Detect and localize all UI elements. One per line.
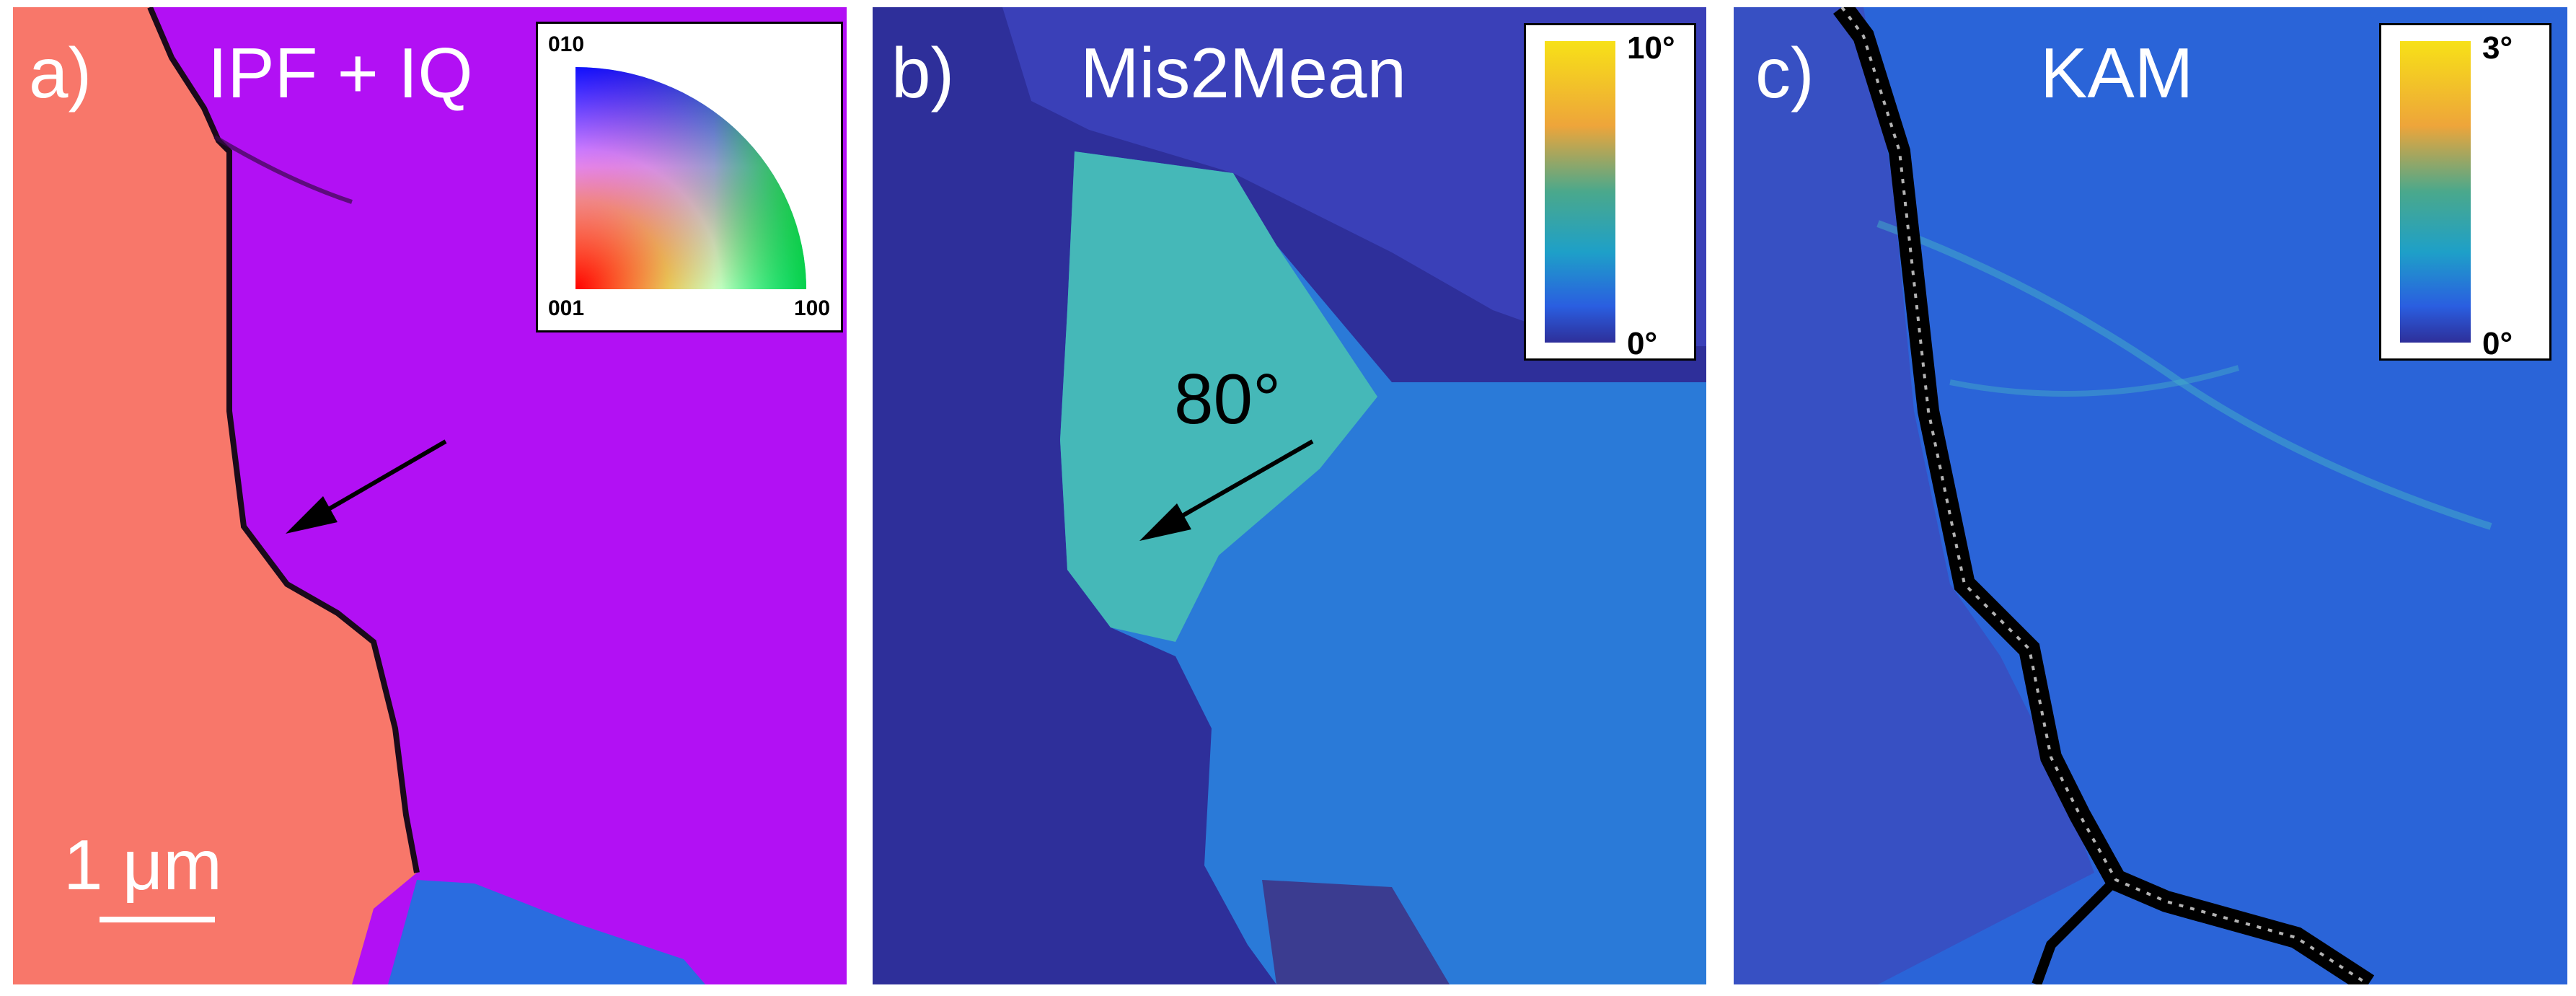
colorbar-min-label: 0° xyxy=(2482,326,2513,361)
ipf-iq-map-panel: a) IPF + IQ 1 μm xyxy=(13,7,847,984)
colorbar-max-label: 10° xyxy=(1627,30,1675,66)
ipf-color-key: 010 001 100 xyxy=(536,22,843,332)
panel-title-c: KAM xyxy=(2040,33,2194,113)
kam-colorbar-legend: 3° 0° xyxy=(2379,23,2551,361)
ipf-label-010: 010 xyxy=(548,32,585,56)
ipf-label-100: 100 xyxy=(794,296,831,320)
mis2mean-colorbar-legend: 10° 0° xyxy=(1524,23,1696,361)
blue-grain xyxy=(388,880,705,984)
mis2mean-map-panel: b) Mis2Mean 80° 10° 0° xyxy=(873,7,1706,984)
kam-map-panel: c) KAM 3° 0° xyxy=(1734,7,2567,984)
mis2mean-colorbar xyxy=(1545,41,1615,343)
misorientation-annotation: 80° xyxy=(1174,359,1282,438)
panel-title-a: IPF + IQ xyxy=(208,33,473,113)
kam-colorbar xyxy=(2400,41,2471,343)
panel-letter-b: b) xyxy=(891,33,955,113)
red-grain xyxy=(13,7,417,984)
panel-letter-a: a) xyxy=(29,33,92,113)
grain-boundary xyxy=(147,7,420,873)
colorbar-min-label: 0° xyxy=(1627,326,1658,361)
scale-bar-label: 1 μm xyxy=(63,825,222,904)
colorbar-max-label: 3° xyxy=(2482,30,2513,66)
ipf-label-001: 001 xyxy=(548,296,585,320)
panel-letter-c: c) xyxy=(1755,33,1814,113)
panel-title-b: Mis2Mean xyxy=(1080,33,1407,113)
